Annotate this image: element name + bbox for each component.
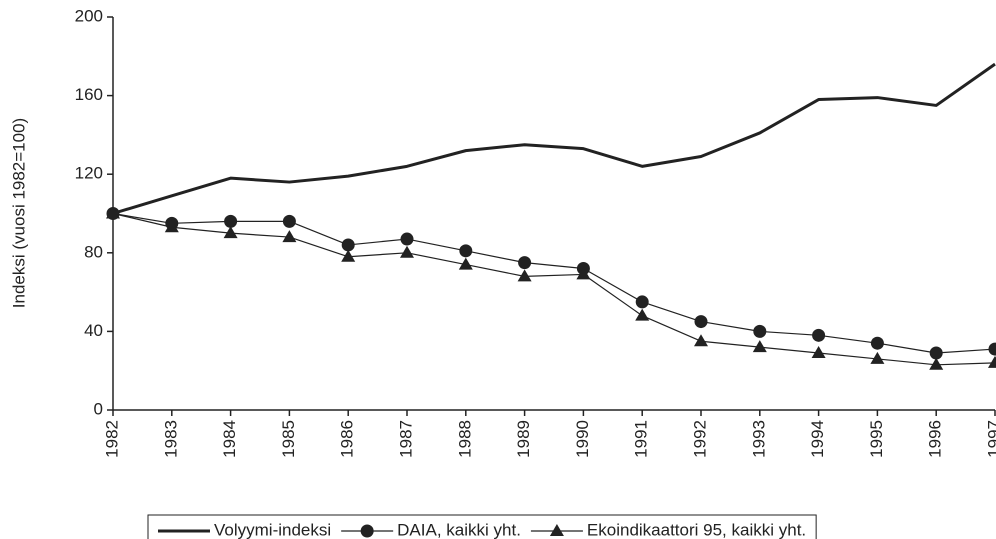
marker xyxy=(812,328,826,342)
y-tick-label: 80 xyxy=(84,242,103,261)
marker xyxy=(929,346,943,360)
marker xyxy=(517,269,532,282)
marker xyxy=(870,336,884,350)
x-tick-label: 1989 xyxy=(514,420,533,458)
marker xyxy=(400,245,414,258)
x-tick-label: 1986 xyxy=(338,420,357,458)
marker xyxy=(459,244,473,258)
marker xyxy=(811,346,826,359)
x-tick-label: 1983 xyxy=(161,420,180,458)
legend-label: Volyymi-indeksi xyxy=(214,520,331,539)
x-tick-label: 1988 xyxy=(455,420,474,458)
marker xyxy=(635,295,649,309)
marker xyxy=(518,256,532,270)
series-line xyxy=(112,212,996,354)
marker xyxy=(341,249,356,262)
marker xyxy=(224,214,238,228)
marker xyxy=(576,267,591,280)
y-axis-label: Indeksi (vuosi 1982=100) xyxy=(9,118,28,308)
x-tick-label: 1996 xyxy=(926,420,945,458)
x-tick-label: 1991 xyxy=(632,420,651,458)
x-tick-label: 1997 xyxy=(984,420,996,458)
marker xyxy=(282,214,296,228)
x-tick-label: 1987 xyxy=(396,420,415,458)
x-tick-label: 1985 xyxy=(279,420,298,458)
x-tick-label: 1993 xyxy=(749,420,768,458)
marker xyxy=(360,524,374,538)
legend-label: Ekoindikaattori 95, kaikki yht. xyxy=(587,520,806,539)
x-tick-label: 1984 xyxy=(220,420,239,458)
x-tick-label: 1992 xyxy=(690,420,709,458)
marker xyxy=(988,342,996,356)
marker xyxy=(694,334,708,347)
marker xyxy=(929,357,944,370)
marker xyxy=(694,315,708,329)
x-tick-label: 1995 xyxy=(867,420,886,458)
x-tick-label: 1990 xyxy=(573,420,592,458)
series-line xyxy=(112,62,996,215)
y-tick-label: 120 xyxy=(75,164,103,183)
x-tick-label: 1994 xyxy=(808,420,827,458)
marker xyxy=(223,226,238,239)
marker xyxy=(341,238,355,252)
marker xyxy=(282,230,297,243)
y-tick-label: 40 xyxy=(84,321,103,340)
marker xyxy=(164,220,179,233)
legend-label: DAIA, kaikki yht. xyxy=(397,520,521,539)
marker xyxy=(458,257,473,270)
marker xyxy=(106,206,120,219)
y-tick-label: 160 xyxy=(75,85,103,104)
y-tick-label: 200 xyxy=(75,6,103,25)
marker xyxy=(870,351,885,364)
y-tick-label: 0 xyxy=(94,399,103,418)
marker xyxy=(752,340,767,353)
marker xyxy=(635,308,650,321)
series-line xyxy=(112,212,996,366)
x-tick-label: 1982 xyxy=(102,420,121,458)
marker xyxy=(400,232,414,246)
legend-box xyxy=(147,514,817,539)
marker xyxy=(549,524,564,536)
marker xyxy=(988,355,996,368)
marker xyxy=(753,324,767,338)
